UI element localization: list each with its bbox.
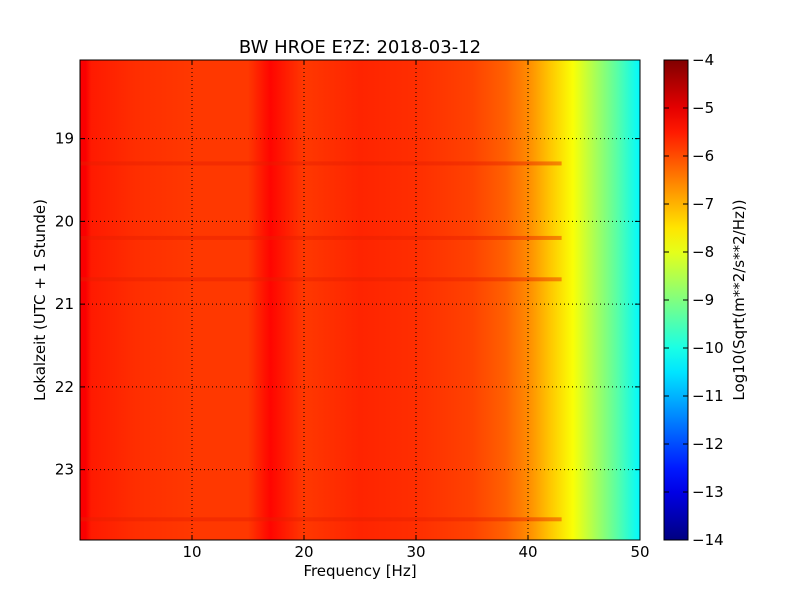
time-feature-band [80,277,562,282]
y-axis-ticks: 19 20 21 22 23 [55,130,640,479]
colorbar-tick-label: −6 [692,147,714,165]
time-feature-band [80,235,562,240]
chart-title: BW HROE E?Z: 2018-03-12 [239,37,481,58]
y-tick-label: 19 [55,130,74,148]
y-tick-label: 22 [55,378,74,396]
x-tick-label: 50 [630,543,649,561]
x-tick-label: 20 [294,543,313,561]
colorbar-tick-label: −7 [692,195,714,213]
spectrogram-plot-area: 10 20 30 40 50 19 20 21 22 23 [55,59,650,561]
x-tick-label: 40 [518,543,537,561]
x-axis-ticks: 10 20 30 40 50 [182,60,650,561]
colorbar-tick-label: −8 [692,243,714,261]
colorbar-ticks: −4 −5 −6 −7 −8 −9 −10 −11 −12 −13 −14 [664,51,724,549]
colorbar-tick-label: −11 [692,387,724,405]
spectrogram-heatmap [80,60,640,540]
grid-lines [80,60,640,540]
colorbar-tick-label: −4 [692,51,714,69]
colorbar: −4 −5 −6 −7 −8 −9 −10 −11 −12 −13 −14 Log10(Sqrt(m… [663,51,748,549]
x-tick-label: 10 [182,543,201,561]
colorbar-tick-label: −10 [692,339,724,357]
x-axis-label: Frequency [Hz] [303,562,416,580]
y-tick-label: 20 [55,212,74,230]
y-tick-label: 23 [55,461,74,479]
colorbar-tick-label: −9 [692,291,714,309]
y-axis-label: Lokalzeit (UTC + 1 Stunde) [31,199,49,401]
colorbar-tick-label: −12 [692,435,724,453]
plot-frame [79,59,641,541]
y-tick-label: 21 [55,295,74,313]
colorbar-tick-label: −13 [692,483,724,501]
colorbar-tick-label: −14 [692,531,724,549]
time-feature-band [80,517,562,522]
spectrogram-features [80,161,562,522]
x-tick-label: 30 [406,543,425,561]
time-feature-band [80,161,562,166]
colorbar-label: Log10(Sqrt(m**2/s**2/Hz)) [730,199,748,400]
colorbar-tick-label: −5 [692,99,714,117]
